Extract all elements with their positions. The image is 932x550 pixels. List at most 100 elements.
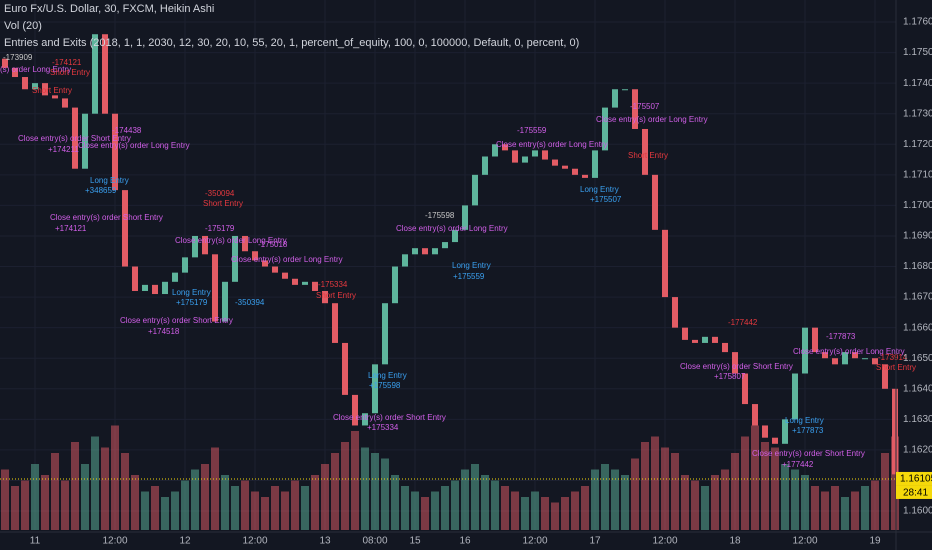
trade-annotation: -175018 bbox=[258, 240, 288, 249]
volume-bar bbox=[241, 480, 249, 530]
volume-title: Vol (20) bbox=[4, 20, 42, 32]
candle-body bbox=[762, 425, 768, 438]
trade-annotation: Close entry(s) order Short Entry bbox=[680, 362, 793, 371]
candle-body bbox=[372, 364, 378, 414]
volume-bar bbox=[181, 480, 189, 530]
trade-annotation: -175179 bbox=[205, 224, 235, 233]
candle-body bbox=[562, 165, 568, 169]
volume-bar bbox=[861, 486, 869, 530]
y-tick-label: 1.16600 bbox=[903, 322, 932, 333]
trade-annotation: Close entry(s) order Long Entry bbox=[78, 141, 190, 150]
x-tick-label: 18 bbox=[729, 536, 741, 547]
volume-bar bbox=[251, 491, 259, 530]
candle-body bbox=[232, 235, 238, 282]
volume-bar bbox=[101, 447, 109, 530]
candle-body bbox=[512, 150, 518, 163]
candle-body bbox=[632, 89, 638, 129]
volume-bar bbox=[841, 497, 849, 530]
volume-bar bbox=[831, 486, 839, 530]
candle-body bbox=[92, 34, 98, 114]
y-tick-label: 1.16300 bbox=[903, 414, 932, 425]
candle-body bbox=[182, 257, 188, 273]
last-price-label: 1.16105 bbox=[900, 474, 932, 485]
trade-annotation: Long Entry bbox=[368, 371, 407, 380]
candle-body bbox=[212, 254, 218, 322]
candle-body bbox=[782, 419, 788, 444]
candle-body bbox=[702, 336, 708, 343]
volume-bar bbox=[361, 447, 369, 530]
volume-bar bbox=[591, 469, 599, 530]
candle-body bbox=[472, 174, 478, 206]
candle-body bbox=[882, 364, 888, 389]
volume-bar bbox=[891, 436, 899, 530]
trade-annotation: +175334 bbox=[367, 423, 399, 432]
volume-bar bbox=[641, 442, 649, 530]
candle-body bbox=[892, 388, 898, 475]
volume-bar bbox=[281, 491, 289, 530]
trade-annotation: Close entry(s) order Long Entry bbox=[793, 347, 905, 356]
volume-bar bbox=[711, 475, 719, 530]
x-tick-label: 16 bbox=[459, 536, 471, 547]
volume-bar bbox=[81, 464, 89, 530]
volume-bar bbox=[421, 497, 429, 530]
volume-bar bbox=[801, 475, 809, 530]
volume-bar bbox=[31, 464, 39, 530]
candle-body bbox=[832, 358, 838, 365]
candle-body bbox=[612, 89, 618, 108]
y-tick-label: 1.16800 bbox=[903, 261, 932, 272]
y-tick-label: 1.16400 bbox=[903, 383, 932, 394]
trade-annotation: -175334 bbox=[318, 280, 348, 289]
trade-annotation: Long Entry bbox=[580, 185, 619, 194]
volume-bar bbox=[691, 480, 699, 530]
candle-body bbox=[402, 254, 408, 267]
x-tick-label: 12:00 bbox=[102, 536, 127, 547]
volume-bar bbox=[851, 491, 859, 530]
volume-bar bbox=[781, 464, 789, 530]
volume-bar bbox=[271, 486, 279, 530]
volume-bar bbox=[411, 491, 419, 530]
candle-body bbox=[662, 229, 668, 298]
x-tick-label: 12 bbox=[179, 536, 191, 547]
candle-body bbox=[752, 404, 758, 426]
volume-bar bbox=[91, 436, 99, 530]
volume-bar bbox=[171, 491, 179, 530]
volume-bar bbox=[121, 453, 129, 530]
candle-body bbox=[142, 284, 148, 291]
candle-body bbox=[742, 373, 748, 405]
volume-bar bbox=[221, 475, 229, 530]
volume-bar bbox=[551, 502, 559, 530]
trade-annotation: Close entry(s) order Short Entry bbox=[18, 134, 131, 143]
trade-annotation: -174121 bbox=[52, 58, 82, 67]
volume-bar bbox=[461, 469, 469, 530]
volume-bar bbox=[451, 480, 459, 530]
volume-bar bbox=[381, 458, 389, 530]
trade-annotation: Short Entry bbox=[628, 151, 668, 160]
candle-body bbox=[42, 83, 48, 96]
volume-bar bbox=[11, 486, 19, 530]
trade-annotation: +177442 bbox=[782, 460, 814, 469]
volume-bar bbox=[501, 486, 509, 530]
trade-annotation: +175559 bbox=[453, 272, 485, 281]
candle-body bbox=[492, 144, 498, 157]
candle-body bbox=[642, 128, 648, 175]
candle-body bbox=[122, 190, 128, 267]
candle-body bbox=[162, 281, 168, 295]
candle-body bbox=[852, 352, 858, 359]
volume-bar bbox=[441, 486, 449, 530]
trade-annotation: Close entry(s) order Short Entry bbox=[333, 413, 446, 422]
candle-body bbox=[302, 281, 308, 285]
x-tick-label: 17 bbox=[589, 536, 601, 547]
candle-body bbox=[732, 352, 738, 374]
volume-bar bbox=[581, 486, 589, 530]
candle-body bbox=[802, 327, 808, 374]
candle-body bbox=[582, 174, 588, 178]
trade-annotation: +348659 bbox=[85, 186, 117, 195]
volume-bar bbox=[391, 475, 399, 530]
candle-body bbox=[172, 272, 178, 282]
volume-bar bbox=[261, 497, 269, 530]
volume-bar bbox=[191, 469, 199, 530]
volume-bar bbox=[661, 447, 669, 530]
candle-body bbox=[222, 281, 228, 322]
trade-annotation: Long Entry bbox=[785, 416, 824, 425]
trade-annotation: Short Entry bbox=[316, 291, 356, 300]
